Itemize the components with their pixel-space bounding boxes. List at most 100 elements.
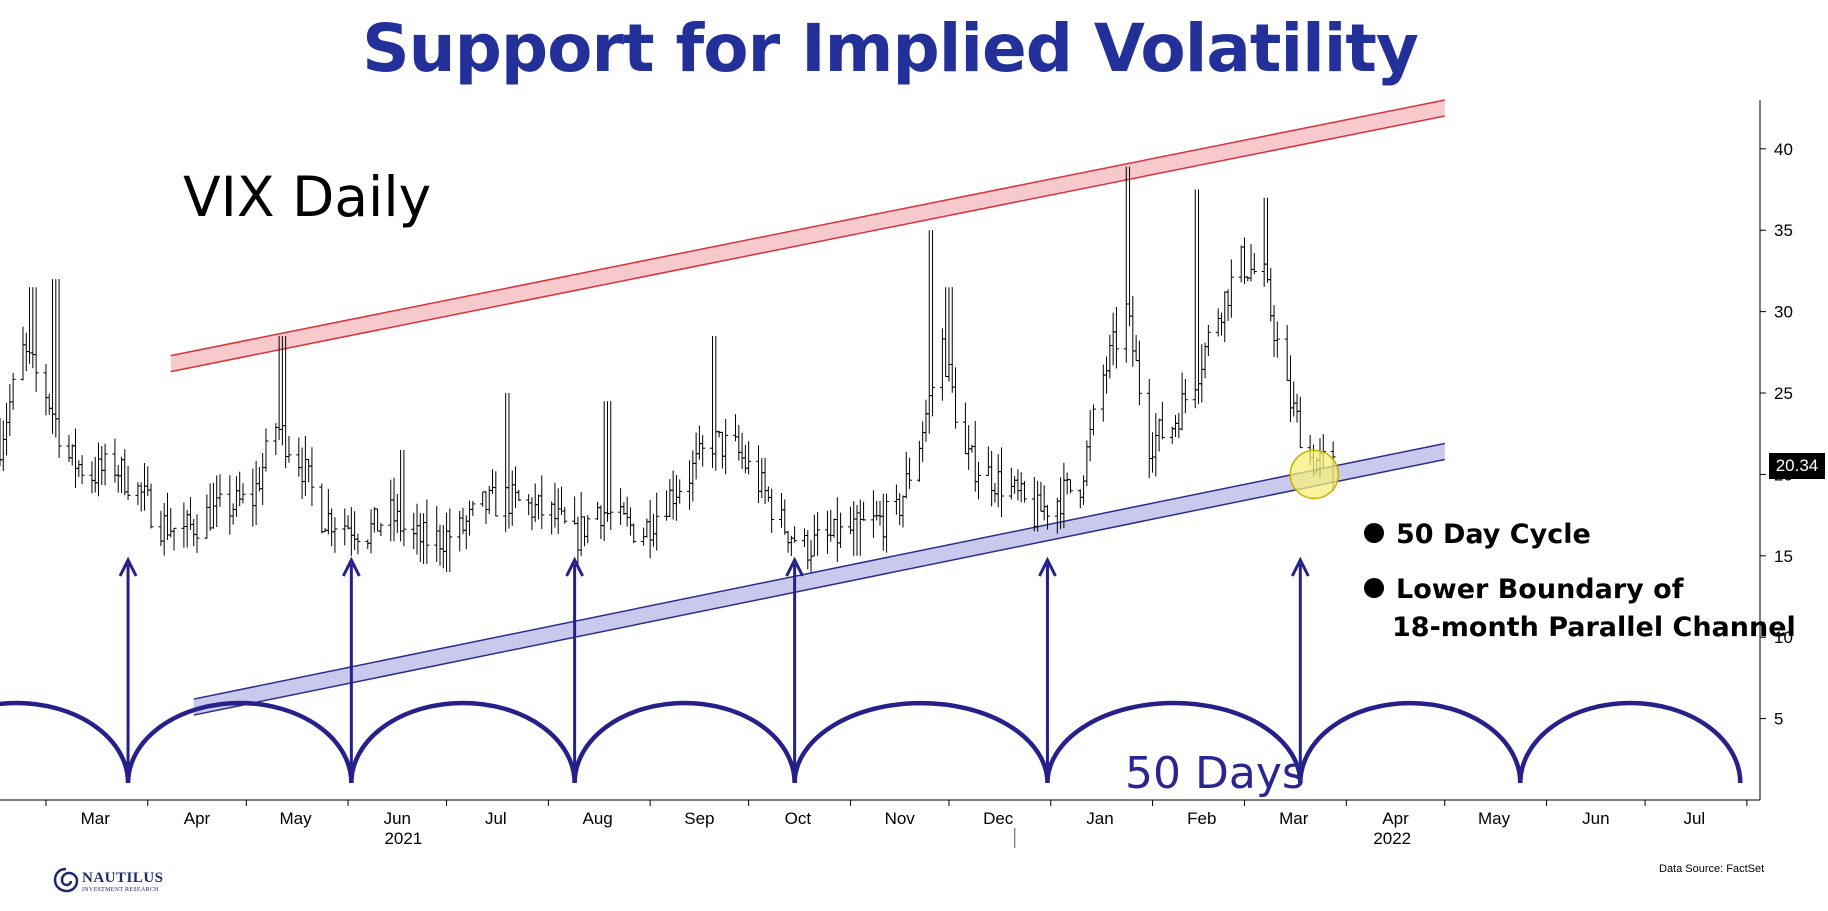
ohlc-bar — [276, 336, 282, 441]
ohlc-bar — [650, 513, 656, 547]
ohlc-bar — [762, 457, 768, 505]
ohlc-bar — [371, 507, 377, 533]
ohlc-bar — [233, 476, 239, 517]
ohlc-bar — [608, 401, 614, 530]
ohlc-bar — [723, 419, 729, 475]
highlight-circle — [1289, 449, 1340, 500]
ohlc-bar — [667, 479, 673, 518]
ohlc-bar — [831, 518, 837, 538]
lower-channel-band — [193, 443, 1445, 716]
ohlc-bar — [1251, 253, 1257, 275]
ohlc-bar — [1176, 412, 1182, 438]
ohlc-bar — [1274, 321, 1280, 358]
ohlc-bar — [138, 482, 144, 512]
ohlc-bar — [916, 440, 922, 482]
ohlc-bar — [838, 512, 844, 548]
ohlc-bar — [897, 493, 903, 525]
x-month-label: Feb — [1187, 809, 1216, 828]
ohlc-bar — [0, 417, 3, 466]
cycle-label: 50 Days — [1125, 748, 1305, 799]
ohlc-bar — [1268, 268, 1274, 322]
ohlc-bar — [962, 402, 968, 455]
upper-channel-top-edge — [170, 99, 1445, 357]
ohlc-bar — [302, 435, 308, 496]
ohlc-bar — [739, 432, 745, 469]
cycle-arrow — [1290, 556, 1310, 783]
ohlc-bar — [654, 492, 660, 551]
ohlc-bar — [99, 445, 105, 485]
ohlc-bar — [141, 463, 147, 511]
x-month-label: Jul — [1683, 809, 1705, 828]
ohlc-bar — [1015, 469, 1021, 501]
ohlc-bar — [526, 494, 532, 516]
ohlc-bar — [670, 470, 676, 520]
ohlc-bar — [148, 483, 154, 529]
ohlc-bar — [880, 493, 886, 551]
ohlc-bar — [1130, 296, 1136, 367]
ohlc-bar — [250, 468, 256, 527]
ohlc-bar — [585, 515, 591, 544]
ohlc-bar — [89, 461, 95, 494]
ohlc-bar — [801, 528, 807, 548]
ohlc-bar — [506, 393, 512, 529]
nautilus-logo: NAUTILUS INVESTMENT RESEARCH — [52, 866, 172, 896]
ohlc-bar — [1041, 485, 1047, 521]
ohlc-bar — [299, 447, 305, 499]
ohlc-bar — [536, 494, 542, 520]
ohlc-bar — [549, 501, 555, 535]
cycle-arc-path — [0, 700, 1743, 784]
cycle-arrow — [565, 556, 584, 783]
x-month-label: Apr — [184, 809, 211, 828]
ohlc-bar — [805, 530, 811, 570]
logo-name: NAUTILUS — [82, 870, 164, 886]
bullet-lower-boundary-line2: 18-month Parallel Channel — [1392, 612, 1796, 643]
ohlc-bar — [283, 336, 289, 468]
ohlc-bar — [529, 497, 535, 531]
ohlc-bar — [870, 490, 876, 538]
ohlc-bar — [217, 474, 223, 507]
x-month-label: Jun — [1582, 809, 1609, 828]
ohlc-bar — [352, 511, 358, 550]
ohlc-bar — [1077, 489, 1083, 509]
ohlc-bar — [539, 475, 545, 529]
ohlc-bar — [900, 495, 906, 528]
ohlc-bar — [368, 509, 374, 554]
ohlc-bar — [985, 446, 991, 476]
ohlc-bar — [861, 501, 867, 521]
cycle-arrow — [785, 556, 804, 783]
ohlc-bar — [447, 508, 453, 573]
ohlc-bar — [926, 230, 932, 434]
ohlc-bar — [621, 502, 627, 515]
ohlc-bar — [877, 500, 883, 526]
ohlc-bar — [598, 505, 604, 539]
ohlc-bar — [788, 535, 794, 557]
ohlc-bar — [1107, 334, 1113, 379]
ohlc-bar — [115, 464, 121, 493]
cycle-arrow-head — [785, 556, 804, 577]
ohlc-bar — [102, 443, 108, 486]
ohlc-bar — [785, 530, 791, 553]
ohlc-bar — [204, 494, 210, 539]
ohlc-bar — [690, 450, 696, 502]
ohlc-bar — [457, 510, 463, 552]
ohlc-bar — [1081, 475, 1087, 505]
ohlc-bar — [1205, 324, 1211, 356]
lower-channel-bottom-edge — [193, 458, 1445, 716]
cycle-arrows-layer — [118, 556, 1310, 783]
ohlc-bar — [296, 437, 302, 477]
ohlc-bar — [562, 506, 568, 524]
ohlc-bar — [1113, 306, 1119, 369]
y-tick-label: 10 — [1774, 628, 1793, 647]
bullet-cycle: 50 Day Cycle — [1364, 516, 1591, 554]
ohlc-bar — [1035, 480, 1041, 532]
ohlc-bar — [1136, 340, 1142, 406]
ohlc-bar — [1110, 312, 1116, 366]
ohlc-bar — [1156, 418, 1162, 452]
ohlc-bar — [1182, 378, 1188, 414]
cycle-arrow — [1038, 556, 1057, 783]
ohlc-bar — [440, 525, 446, 569]
ohlc-bar — [1238, 245, 1244, 283]
ohlc-bar — [851, 501, 857, 556]
ohlc-bar — [214, 475, 220, 528]
ohlc-bar — [194, 514, 200, 553]
